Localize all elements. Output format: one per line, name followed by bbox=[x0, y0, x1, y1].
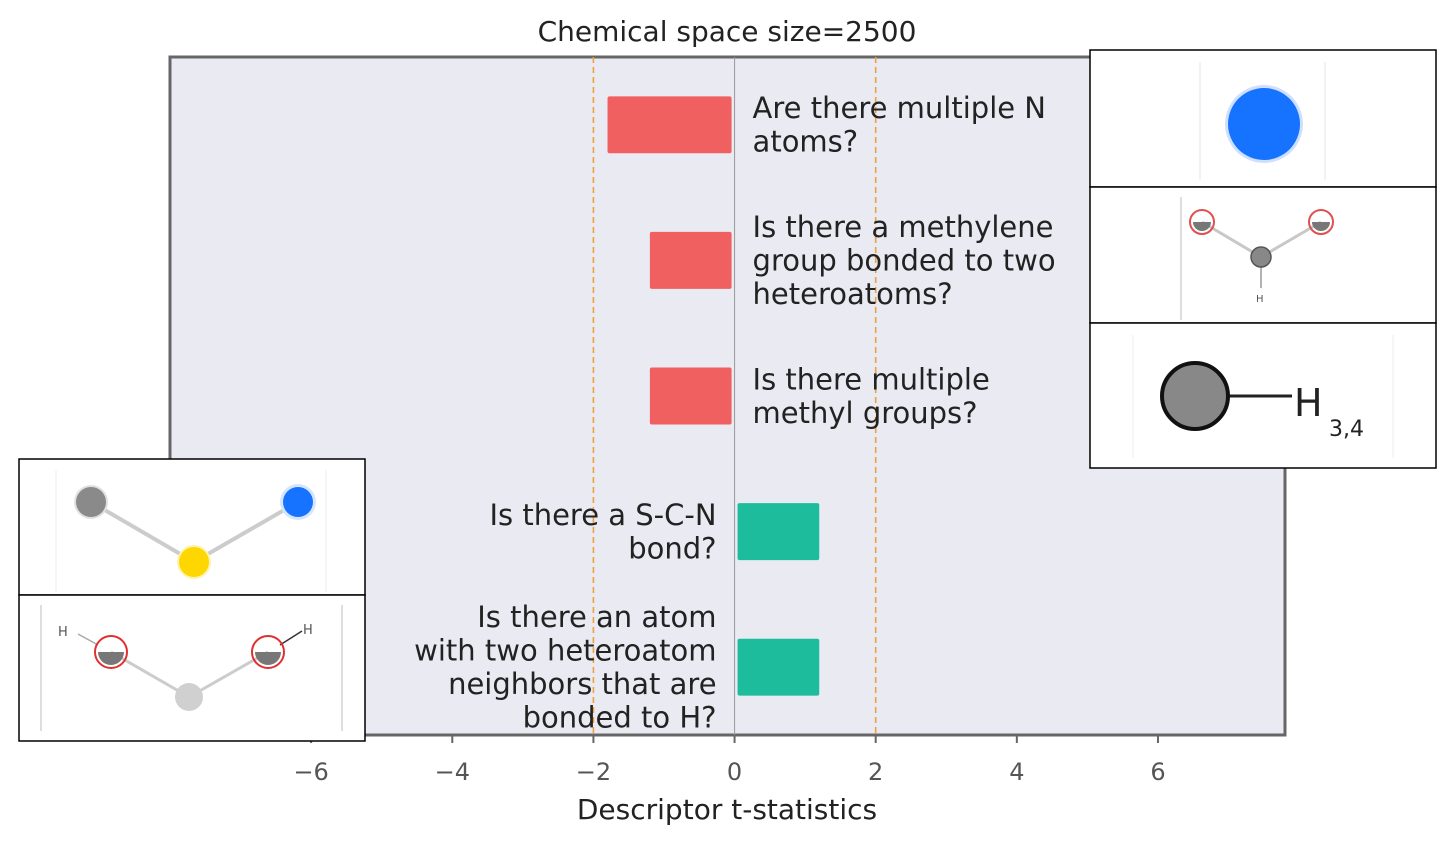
svg-text:H: H bbox=[1256, 294, 1264, 305]
methyl-fragment-icon: H 3,4 bbox=[1160, 361, 1364, 442]
s-c-n-fragment-icon bbox=[74, 484, 316, 579]
x-tick-label-3: 0 bbox=[727, 758, 742, 786]
x-tick-label-2: −2 bbox=[576, 758, 611, 786]
methylene-fragment-icon: H bbox=[1189, 209, 1334, 305]
inset-right-bottom: H 3,4 bbox=[1089, 322, 1437, 469]
bar-label-2: Is there multiple methyl groups? bbox=[753, 362, 990, 430]
x-tick-label-6: 6 bbox=[1150, 758, 1165, 786]
inset-left-top bbox=[18, 458, 366, 596]
bar-label-4: Is there an atom with two heteroatom neigh… bbox=[414, 600, 716, 735]
svg-text:H: H bbox=[58, 625, 68, 640]
inset-left-bottom: H H bbox=[18, 594, 366, 742]
heteroatom-h-fragment-icon: H H bbox=[58, 623, 313, 711]
x-tick-label-0: −6 bbox=[293, 758, 328, 786]
inset-right-middle: H bbox=[1089, 186, 1437, 324]
x-tick-label-1: −4 bbox=[435, 758, 470, 786]
bar-2 bbox=[649, 367, 732, 425]
bar-1 bbox=[649, 231, 732, 289]
bar-label-1: Is there a methylene group bonded to two h… bbox=[753, 210, 1056, 311]
bar-4 bbox=[737, 638, 820, 696]
svg-text:3,4: 3,4 bbox=[1329, 417, 1364, 442]
bar-label-3: Is there a S-C-N bond? bbox=[489, 498, 716, 566]
bar-3 bbox=[737, 503, 820, 561]
x-tick-label-4: 2 bbox=[868, 758, 883, 786]
x-tick-label-5: 4 bbox=[1009, 758, 1024, 786]
chart-title: Chemical space size=2500 bbox=[538, 15, 917, 48]
inset-right-top bbox=[1089, 49, 1437, 188]
bar-0 bbox=[607, 96, 732, 154]
svg-text:H: H bbox=[303, 623, 313, 638]
x-axis-label: Descriptor t-statistics bbox=[577, 793, 877, 826]
svg-text:H: H bbox=[1294, 381, 1323, 425]
